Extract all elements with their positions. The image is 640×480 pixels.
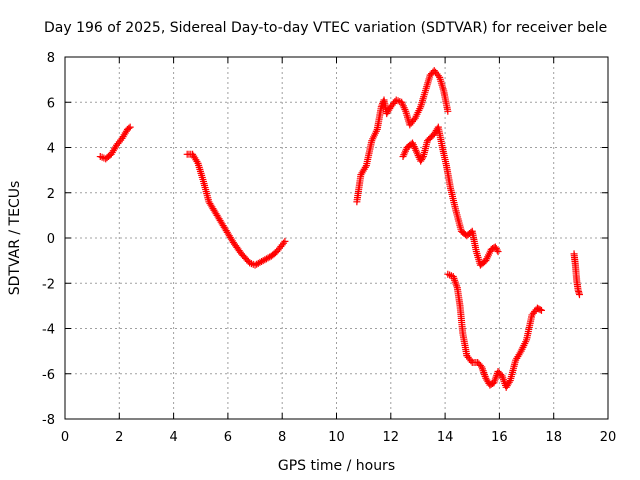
x-tick-label: 8 bbox=[278, 430, 286, 445]
data-series bbox=[353, 67, 452, 206]
x-tick-label: 20 bbox=[600, 430, 617, 445]
y-tick-label: 0 bbox=[47, 232, 55, 247]
data-point bbox=[434, 72, 442, 80]
data-point bbox=[537, 306, 545, 314]
x-tick-label: 12 bbox=[383, 430, 400, 445]
data-point bbox=[281, 237, 289, 245]
data-point bbox=[410, 116, 418, 124]
data-point bbox=[494, 248, 502, 256]
x-tick-label: 16 bbox=[491, 430, 508, 445]
data-point bbox=[505, 378, 513, 386]
x-tick-label: 10 bbox=[328, 430, 345, 445]
data-series bbox=[570, 250, 583, 299]
y-tick-label: -4 bbox=[42, 323, 55, 338]
y-tick-label: -2 bbox=[42, 277, 55, 292]
data-point bbox=[575, 291, 583, 299]
y-tick-label: -6 bbox=[42, 368, 55, 383]
chart-title: Day 196 of 2025, Sidereal Day-to-day VTE… bbox=[44, 20, 608, 36]
y-axis-label: SDTVAR / TECUs bbox=[7, 181, 23, 296]
data-series bbox=[183, 150, 289, 269]
x-tick-label: 6 bbox=[224, 430, 232, 445]
x-tick-label: 2 bbox=[115, 430, 123, 445]
y-tick-label: -8 bbox=[42, 413, 55, 428]
data-point bbox=[444, 107, 452, 115]
y-tick-label: 8 bbox=[47, 51, 55, 66]
y-tick-label: 4 bbox=[47, 142, 55, 157]
data-point bbox=[126, 123, 134, 131]
grid bbox=[65, 57, 608, 419]
data-point bbox=[125, 124, 133, 132]
data-series bbox=[444, 270, 545, 391]
data-points bbox=[96, 67, 583, 391]
x-axis-label: GPS time / hours bbox=[278, 458, 395, 474]
x-tick-label: 14 bbox=[437, 430, 454, 445]
axis-ticks bbox=[64, 56, 609, 420]
data-point bbox=[536, 306, 544, 314]
y-tick-label: 6 bbox=[47, 96, 55, 111]
data-point bbox=[446, 271, 454, 279]
data-point bbox=[117, 136, 125, 144]
data-series bbox=[96, 123, 134, 163]
y-tick-label: 2 bbox=[47, 187, 55, 202]
data-point bbox=[418, 154, 426, 162]
tick-labels: 0 2 4 6 8 10 12 14 16 18 20 -8 -6 -4 -2 0 2 4 6 8 bbox=[42, 51, 616, 445]
data-point bbox=[493, 246, 501, 254]
data-point bbox=[467, 357, 475, 365]
data-series bbox=[399, 123, 502, 269]
x-tick-label: 18 bbox=[545, 430, 562, 445]
x-tick-label: 0 bbox=[61, 430, 69, 445]
data-point bbox=[280, 239, 288, 247]
x-tick-label: 4 bbox=[169, 430, 177, 445]
